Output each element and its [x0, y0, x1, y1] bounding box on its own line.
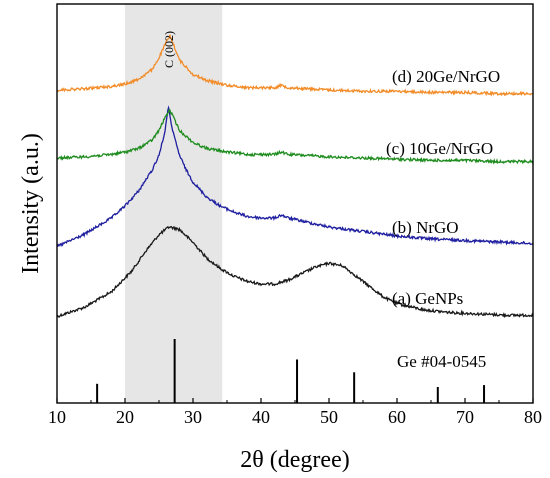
series-label-3: (c) 10Ge/NrGO	[386, 139, 493, 158]
c002-annotation: C (002)	[162, 31, 176, 68]
series-line-2	[56, 105, 534, 248]
x-tick-label-3: 30	[184, 407, 202, 427]
series-label-1: (a) GeNPs	[392, 289, 463, 308]
series-line-1	[56, 225, 534, 319]
series-label-2: (b) NrGO	[392, 218, 459, 237]
chart-marks	[56, 34, 534, 403]
reference-label: Ge #04-0545	[397, 352, 486, 371]
x-tick-label-8: 80	[524, 407, 542, 427]
series-line-4	[56, 34, 534, 97]
x-axis-title: 2θ (degree)	[240, 447, 349, 473]
series-label-4: (d) 20Ge/NrGO	[392, 67, 500, 86]
x-tick-label-7: 70	[456, 407, 474, 427]
x-tick-label-2: 20	[116, 407, 134, 427]
x-tick-label-6: 60	[388, 407, 406, 427]
x-tick-label-5: 50	[320, 407, 338, 427]
x-axis: 10 20 30 40 50 60 70 80	[48, 398, 542, 427]
series-line-3	[56, 108, 534, 165]
x-tick-label-1: 10	[48, 407, 66, 427]
x-tick-label-4: 40	[252, 407, 270, 427]
y-axis-title: Intensity (a.u.)	[18, 133, 44, 274]
c002-shaded-region	[125, 4, 223, 403]
